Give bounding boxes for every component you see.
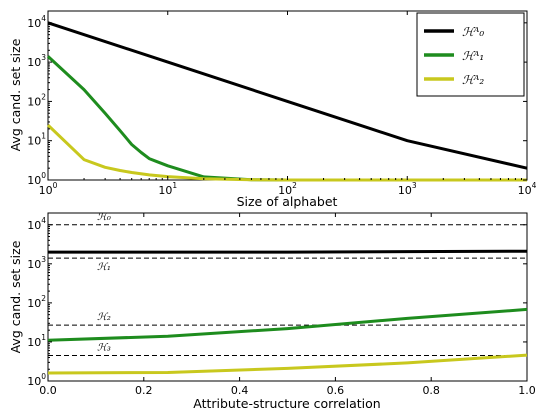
top-y-axis-label: Avg cand. set size <box>8 38 23 151</box>
top-x-tick-label-2: 102 <box>278 181 297 197</box>
reference-label-0: ℋ₀ <box>97 212 111 223</box>
top-y-tick-label-2: 102 <box>27 92 46 108</box>
bottom-x-tick-label-0: 0.0 <box>39 384 57 397</box>
top-y-tick-label-4: 104 <box>27 14 46 30</box>
legend-label-0: ℋᴬ₀ <box>462 25 484 39</box>
top-y-tick-label-0: 100 <box>27 171 46 187</box>
bottom-x-tick-label-3: 0.6 <box>327 384 345 397</box>
reference-label-3: ℋ₃ <box>97 342 111 353</box>
top-x-tick-label-1: 101 <box>158 181 177 197</box>
bottom-x-axis-label: Attribute-structure correlation <box>193 396 380 411</box>
bottom-y-tick-label-4: 104 <box>27 216 46 232</box>
bottom-plot-frame <box>47 212 528 382</box>
bottom-series-group <box>47 249 528 375</box>
legend-label-2: ℋᴬ₂ <box>462 73 484 87</box>
top-x-axis-label: Size of alphabet <box>237 194 338 209</box>
bottom-y-axis-label: Avg cand. set size <box>8 240 23 353</box>
bottom-x-tick-label-2: 0.4 <box>231 384 249 397</box>
top-x-tick-label-3: 103 <box>398 181 417 197</box>
top-x-tick-label-4: 104 <box>518 181 537 197</box>
bottom-x-tick-label-1: 0.2 <box>135 384 153 397</box>
top-series-group <box>46 21 528 182</box>
bottom-x-tick-label-4: 0.8 <box>422 384 440 397</box>
reference-label-1: ℋ₁ <box>97 262 111 273</box>
bottom-axis-ticks: 0.0 0.2 0.4 0.6 0.8 1.0 100 101 102 103 104 <box>27 213 536 397</box>
bottom-chart: ℋ₀ ℋ₁ ℋ₂ ℋ₃ 0.0 0.2 0.4 0.6 0.8 1.0 100 101 102 103 1… <box>8 212 536 411</box>
bottom-x-tick-label-5: 1.0 <box>518 384 536 397</box>
bottom-y-tick-label-1: 101 <box>27 333 46 349</box>
top-y-tick-label-3: 103 <box>27 53 46 69</box>
bottom-y-tick-label-0: 100 <box>27 372 46 388</box>
top-y-tick-label-1: 101 <box>27 132 46 148</box>
bottom-series-line-1 <box>47 307 528 342</box>
top-axis-ticks: 100 101 102 103 104 100 101 102 103 104 <box>27 11 537 197</box>
legend: ℋᴬ₀ ℋᴬ₁ ℋᴬ₂ <box>416 12 525 97</box>
bottom-y-tick-label-2: 102 <box>27 294 46 310</box>
reference-label-2: ℋ₂ <box>97 312 111 323</box>
bottom-series-line-2 <box>47 353 528 375</box>
legend-label-1: ℋᴬ₁ <box>462 49 484 63</box>
bottom-series-line-0 <box>48 249 528 254</box>
bottom-y-tick-label-3: 103 <box>27 255 46 271</box>
top-chart: 100 101 102 103 104 100 101 102 103 104 Size of a… <box>8 10 537 209</box>
top-x-tick-label-0: 100 <box>39 181 58 197</box>
top-series-line-2 <box>46 124 527 182</box>
bottom-reference-lines: ℋ₀ ℋ₁ ℋ₂ ℋ₃ <box>48 212 527 356</box>
top-series-line-0 <box>47 21 528 170</box>
